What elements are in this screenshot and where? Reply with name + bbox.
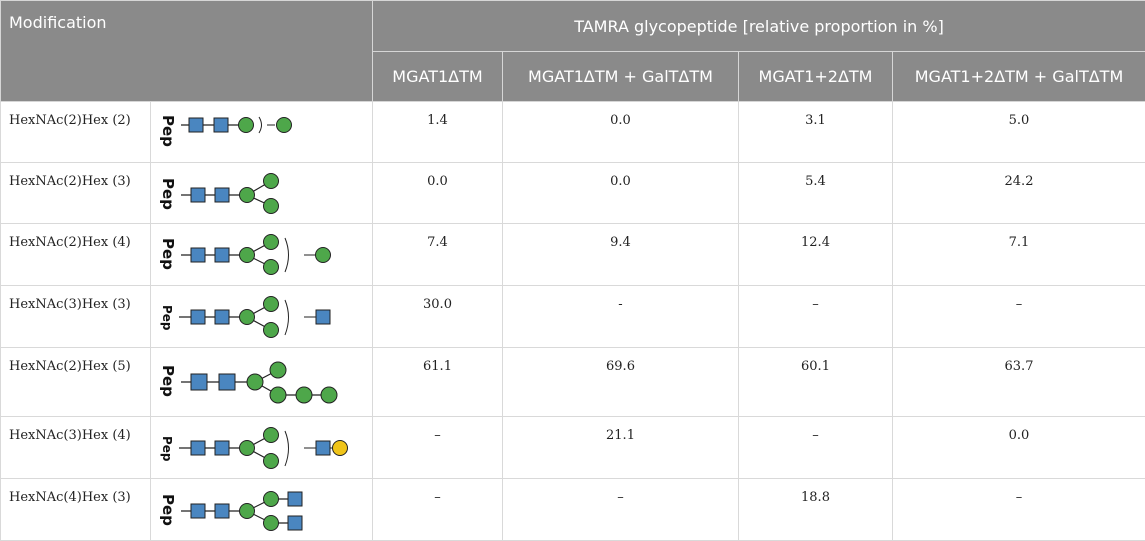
value-cell: 1.4 bbox=[373, 102, 503, 163]
modification-name: HexNAc(3)Hex (3) bbox=[1, 286, 151, 348]
glycan-structure: Pep bbox=[151, 224, 373, 286]
glycan-structure: Pep bbox=[151, 286, 373, 348]
column-header-mgat12-galt: MGAT1+2ΔTM + GalTΔTM bbox=[893, 52, 1145, 102]
value-cell: 30.0 bbox=[373, 286, 503, 348]
glycan-structure-icon: Pep bbox=[151, 286, 373, 347]
value-cell: 5.0 bbox=[893, 102, 1145, 163]
value-cell: 9.4 bbox=[503, 224, 739, 286]
modification-name: HexNAc(2)Hex (3) bbox=[1, 163, 151, 224]
modification-name: HexNAc(2)Hex (4) bbox=[1, 224, 151, 286]
value-cell: – bbox=[739, 286, 893, 348]
value-cell: 18.8 bbox=[739, 479, 893, 541]
value-cell: – bbox=[503, 479, 739, 541]
value-cell: – bbox=[373, 417, 503, 479]
value-cell: – bbox=[893, 479, 1145, 541]
value-cell: 21.1 bbox=[503, 417, 739, 479]
value-cell: 3.1 bbox=[739, 102, 893, 163]
column-header-mgat12: MGAT1+2ΔTM bbox=[739, 52, 893, 102]
value-cell: 0.0 bbox=[503, 163, 739, 224]
table-row: HexNAc(2)Hex (5) Pep 61.1 bbox=[1, 348, 1145, 417]
svg-text:Pep: Pep bbox=[159, 115, 177, 147]
svg-text:Pep: Pep bbox=[159, 494, 177, 526]
value-cell: – bbox=[893, 286, 1145, 348]
column-header-mgat1: MGAT1ΔTM bbox=[373, 52, 503, 102]
glycan-structure-icon: Pep bbox=[151, 417, 373, 478]
glycan-structure: Pep bbox=[151, 163, 373, 224]
svg-text:Pep: Pep bbox=[159, 365, 177, 397]
glycan-structure: Pep bbox=[151, 479, 373, 541]
value-cell: 61.1 bbox=[373, 348, 503, 417]
value-cell: - bbox=[503, 286, 739, 348]
group-header: TAMRA glycopeptide [relative proportion … bbox=[373, 1, 1145, 52]
glycan-structure: Pep bbox=[151, 102, 373, 163]
glycan-structure-icon: Pep bbox=[151, 102, 373, 162]
svg-text:Pep: Pep bbox=[159, 178, 177, 210]
modification-name: HexNAc(2)Hex (5) bbox=[1, 348, 151, 417]
value-cell: 69.6 bbox=[503, 348, 739, 417]
value-cell: – bbox=[373, 479, 503, 541]
glycan-structure-icon: Pep bbox=[151, 479, 373, 540]
modification-name: HexNAc(2)Hex (2) bbox=[1, 102, 151, 163]
glycan-structure-icon: Pep bbox=[151, 163, 373, 223]
glycan-structure: Pep bbox=[151, 348, 373, 417]
table-row: HexNAc(2)Hex (4) Pep 7.4 bbox=[1, 224, 1145, 286]
table-row: HexNAc(2)Hex (2) Pep 1.4 0.0 3.1 5.0 bbox=[1, 102, 1145, 163]
value-cell: 60.1 bbox=[739, 348, 893, 417]
svg-text:Pep: Pep bbox=[159, 238, 177, 270]
value-cell: 0.0 bbox=[503, 102, 739, 163]
column-header-mgat1-galt: MGAT1ΔTM + GalTΔTM bbox=[503, 52, 739, 102]
table-row: HexNAc(2)Hex (3) Pep 0.0 0.0 5.4 24.2 bbox=[1, 163, 1145, 224]
table-row: HexNAc(3)Hex (3) Pep 30.0 bbox=[1, 286, 1145, 348]
glycan-structure-icon: Pep bbox=[151, 224, 373, 285]
value-cell: 5.4 bbox=[739, 163, 893, 224]
value-cell: 24.2 bbox=[893, 163, 1145, 224]
modification-header: Modification bbox=[1, 1, 373, 102]
table-row: HexNAc(3)Hex (4) Pep bbox=[1, 417, 1145, 479]
table-row: HexNAc(4)Hex (3) Pep bbox=[1, 479, 1145, 541]
value-cell: 0.0 bbox=[373, 163, 503, 224]
modification-name: HexNAc(3)Hex (4) bbox=[1, 417, 151, 479]
value-cell: 7.4 bbox=[373, 224, 503, 286]
modification-name: HexNAc(4)Hex (3) bbox=[1, 479, 151, 541]
value-cell: 0.0 bbox=[893, 417, 1145, 479]
value-cell: – bbox=[739, 417, 893, 479]
glycan-structure: Pep bbox=[151, 417, 373, 479]
value-cell: 7.1 bbox=[893, 224, 1145, 286]
glycan-structure-icon: Pep bbox=[151, 348, 373, 416]
svg-text:Pep: Pep bbox=[160, 436, 174, 462]
value-cell: 12.4 bbox=[739, 224, 893, 286]
svg-text:Pep: Pep bbox=[160, 305, 174, 331]
value-cell: 63.7 bbox=[893, 348, 1145, 417]
